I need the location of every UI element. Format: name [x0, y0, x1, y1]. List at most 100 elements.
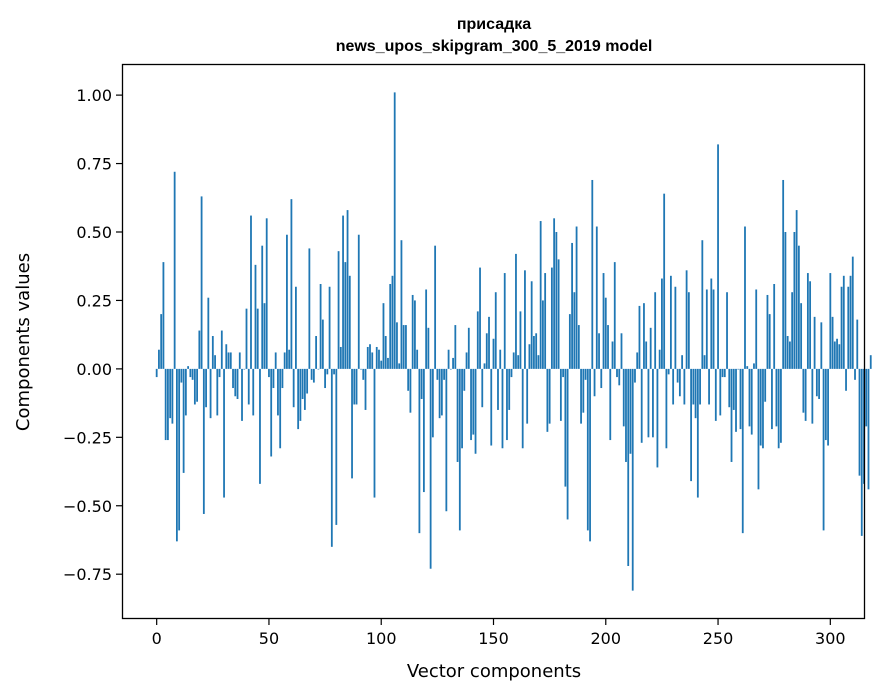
bar [202, 368, 205, 514]
bar [330, 368, 333, 547]
bar [236, 368, 239, 399]
bar [175, 368, 178, 542]
bar [591, 179, 594, 369]
bar [252, 368, 255, 416]
bar [414, 300, 416, 369]
bar [739, 368, 742, 430]
bar [771, 368, 773, 430]
y-tick-label: 0.00 [76, 360, 112, 379]
bar [283, 352, 286, 369]
bar [575, 226, 578, 369]
y-tick-label: −0.50 [63, 497, 112, 516]
bar [229, 352, 232, 369]
bar [234, 368, 237, 397]
bar [741, 368, 744, 534]
bar [274, 352, 277, 369]
bar [191, 368, 194, 380]
bar [443, 368, 445, 380]
bar [804, 368, 807, 421]
bar [822, 368, 825, 531]
bar [627, 368, 630, 566]
bar [566, 368, 569, 520]
x-axis-ticks: 0 50 100 150 200 250 300 [152, 618, 846, 648]
bar [674, 286, 677, 369]
bar [272, 368, 275, 389]
bar [303, 368, 306, 410]
bar [396, 322, 398, 369]
bar [211, 336, 214, 369]
bar [780, 368, 782, 443]
bar [524, 270, 526, 369]
bar [634, 368, 636, 383]
bar [422, 368, 425, 493]
bar [247, 368, 250, 405]
bar [604, 297, 607, 369]
bar [312, 368, 315, 383]
y-axis-label: Components values [13, 253, 34, 431]
bar [418, 368, 421, 534]
bar [750, 368, 753, 435]
bar [521, 368, 524, 449]
bar [818, 368, 820, 399]
bar [732, 368, 735, 410]
bar [375, 346, 378, 369]
bar [184, 368, 187, 416]
bar [784, 232, 787, 369]
bar [169, 368, 172, 419]
bar [292, 368, 295, 408]
bar [618, 368, 621, 386]
bar [829, 273, 832, 369]
bar [387, 357, 389, 369]
bar [458, 368, 461, 531]
bar [362, 368, 365, 380]
bar [795, 210, 798, 369]
bar [315, 336, 318, 369]
bar [310, 368, 313, 380]
bar [586, 368, 589, 531]
bar [568, 314, 571, 369]
bar [643, 303, 645, 369]
bar [434, 245, 437, 369]
bar [366, 346, 369, 369]
bar [517, 355, 520, 369]
bar [398, 363, 401, 369]
bar [584, 368, 587, 380]
bar [625, 368, 627, 462]
bar [712, 289, 715, 369]
bar [546, 368, 549, 432]
bar [391, 275, 394, 369]
x-tick-label: 300 [815, 629, 846, 648]
bar [317, 368, 320, 370]
bar [488, 316, 490, 369]
bar [683, 368, 686, 405]
bar [757, 368, 760, 490]
bar [445, 368, 448, 512]
bar [685, 270, 688, 369]
bar [297, 368, 300, 430]
bar [791, 292, 794, 369]
bar [737, 368, 740, 370]
y-tick-label: −0.25 [63, 428, 112, 447]
bar [620, 333, 623, 369]
chart-title-line-1: присадка [457, 16, 531, 33]
bar [542, 300, 544, 369]
bar [667, 368, 670, 375]
bar [764, 368, 767, 402]
bar [187, 366, 190, 369]
bar [856, 319, 859, 369]
bar [609, 368, 612, 441]
bar [180, 368, 183, 383]
bar [160, 314, 163, 369]
bar [167, 368, 169, 441]
bar [748, 368, 751, 427]
bar [256, 308, 259, 369]
bar [582, 368, 585, 413]
bar [661, 278, 663, 369]
bar [827, 368, 829, 446]
bar [241, 368, 243, 421]
bar [164, 368, 167, 441]
y-axis-ticks: −0.75 −0.50 −0.25 0.00 0.25 0.50 0.75 1.00 [63, 86, 123, 584]
bar [245, 308, 248, 369]
bar [555, 232, 558, 369]
